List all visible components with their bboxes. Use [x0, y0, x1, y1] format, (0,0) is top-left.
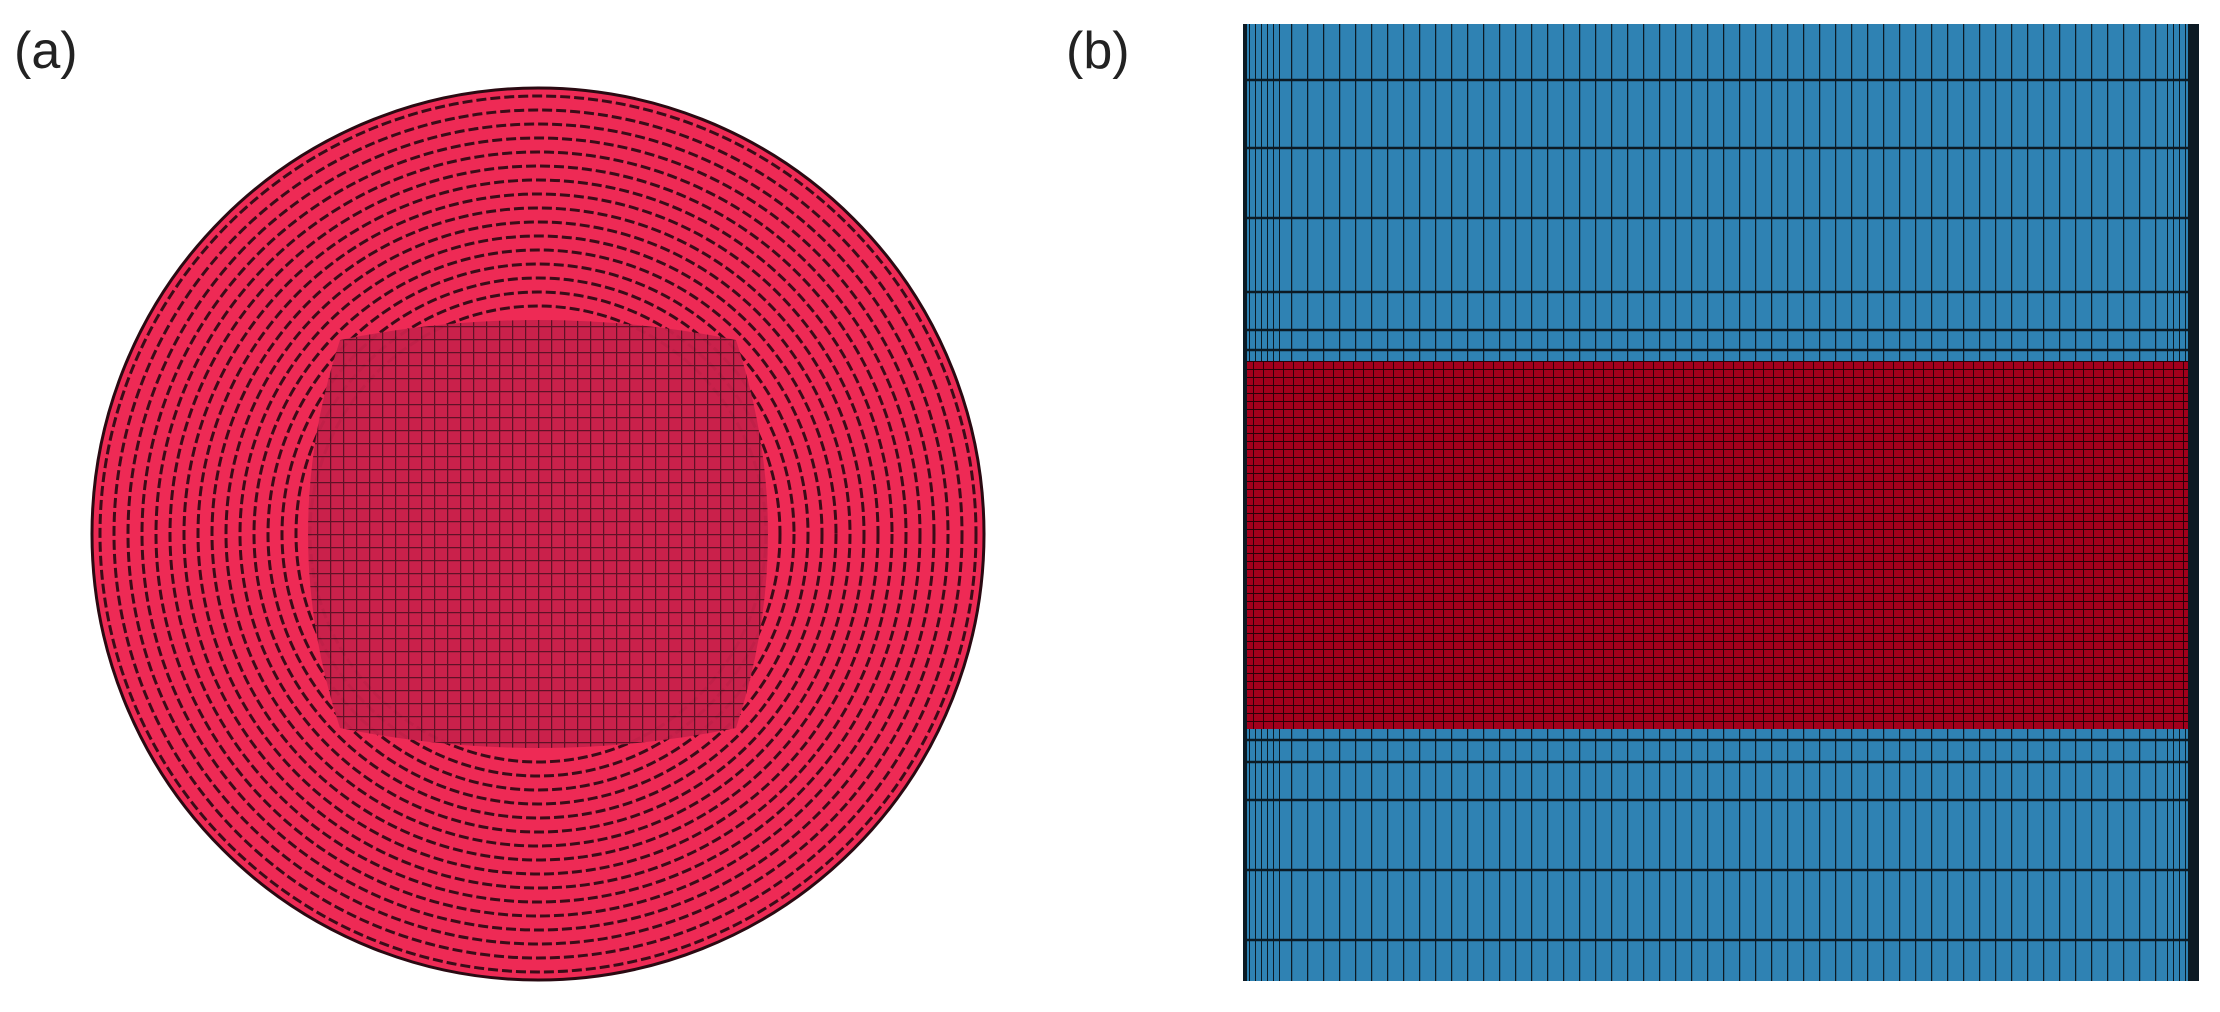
panel-label: (b): [1066, 22, 1130, 80]
circular-mesh: [90, 86, 986, 982]
panel-label: (a): [14, 22, 78, 80]
rectangular-mesh: [1243, 24, 2199, 981]
